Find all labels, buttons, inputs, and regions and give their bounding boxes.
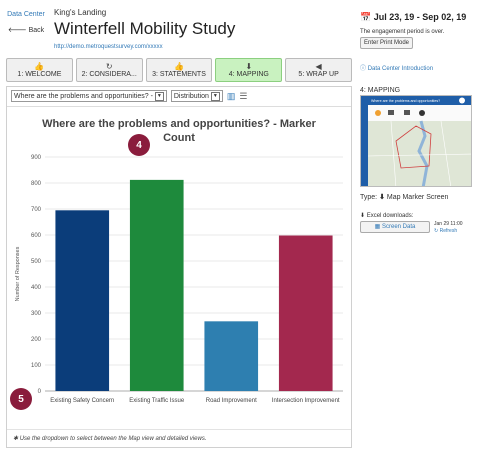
- date-range-text: Jul 23, 19 - Sep 02, 19: [373, 12, 467, 22]
- callout-badge-4: 4: [128, 134, 150, 156]
- bar-intersection-improvement: [278, 235, 333, 391]
- tab-icon: ◀: [315, 62, 322, 71]
- y-tick-label: 700: [31, 207, 42, 213]
- thumb-sidebar: [361, 105, 368, 186]
- info-icon: ✱: [13, 436, 19, 442]
- refresh-stamp: Jan 29 11:00 ↻ Refresh: [434, 221, 463, 235]
- tab-label: 2: CONSIDERA...: [81, 71, 137, 78]
- y-tick-label: 800: [31, 181, 42, 187]
- tab-icon: ⬇: [245, 62, 253, 71]
- date-range: 📅 Jul 23, 19 - Sep 02, 19: [360, 12, 466, 23]
- chevron-down-icon: ▼: [154, 91, 164, 101]
- x-tick-label: Existing Traffic Issue: [129, 398, 185, 404]
- project-header: King's Landing Winterfell Mobility Study…: [54, 8, 344, 50]
- tab-label: 1: WELCOME: [17, 71, 62, 78]
- back-link[interactable]: 🡐 Back: [6, 25, 46, 34]
- bar-existing-traffic-issue: [129, 179, 184, 391]
- screen-data-button[interactable]: ▦ Screen Data: [360, 221, 430, 233]
- view-select-value: Distribution: [173, 92, 209, 100]
- question-select[interactable]: Where are the problems and opportunities…: [11, 90, 167, 102]
- y-tick-label: 900: [31, 155, 42, 161]
- tab-label: 3: STATEMENTS: [152, 71, 206, 78]
- callout-badge-5: 5: [10, 388, 32, 410]
- chart-title: Where are the problems and opportunities…: [42, 118, 317, 144]
- bar-chart-icon[interactable]: ▥: [226, 90, 236, 101]
- excel-label-text: Excel downloads:: [366, 213, 414, 219]
- intro-link-text: Data Center Introduction: [367, 66, 434, 72]
- bar-road-improvement: [204, 321, 259, 391]
- chart-controls: Where are the problems and opportunities…: [11, 90, 247, 102]
- info-circle-icon: ⓘ: [360, 66, 367, 72]
- arrow-left-icon: 🡐: [7, 27, 27, 34]
- y-tick-label: 500: [31, 259, 42, 265]
- chart-panel: Where are the problems and opportunities…: [6, 86, 352, 448]
- marker-icon: [375, 110, 381, 116]
- refresh-icon: ↻: [434, 228, 439, 234]
- screen-tabs: 👍 1: WELCOME ↻ 2: CONSIDERA... 👍 3: STATEMENT…: [6, 58, 352, 82]
- footnote-text: Use the dropdown to select between the M…: [19, 436, 207, 442]
- download-icon: ⬇: [360, 213, 366, 219]
- project-url[interactable]: http://demo.metroquestsurvey.com/xxxxx: [54, 44, 163, 50]
- y-tick-label: 400: [31, 285, 42, 291]
- back-label: Back: [28, 27, 45, 34]
- x-tick-label: Existing Safety Concern: [50, 398, 114, 404]
- y-tick-label: 100: [31, 363, 42, 369]
- screen-type: Type: ⬇ Map Marker Screen: [360, 193, 448, 201]
- road-lines: [367, 120, 471, 186]
- y-tick-label: 300: [31, 311, 42, 317]
- marker-icon: [404, 110, 410, 115]
- thumb-header: [361, 96, 471, 105]
- intro-link[interactable]: ⓘ Data Center Introduction: [360, 63, 433, 72]
- print-mode-button[interactable]: Enter Print Mode: [360, 37, 414, 49]
- screen-label: 4: MAPPING: [360, 87, 401, 94]
- study-area-outline: [395, 125, 432, 169]
- y-axis-label: Number of Responses: [15, 246, 21, 301]
- refresh-label: Refresh: [439, 228, 458, 234]
- tab-icon: 👍: [34, 62, 45, 71]
- refresh-link[interactable]: ↻ Refresh: [434, 228, 463, 235]
- screen-data-label: Screen Data: [381, 224, 416, 230]
- map-screen-thumbnail[interactable]: Where are the problems and opportunities…: [360, 95, 472, 187]
- left-nav: Data Center 🡐 Back: [6, 10, 46, 34]
- marker-icon: [388, 110, 394, 115]
- y-tick-label: 200: [31, 337, 42, 343]
- tab-label: 4: MAPPING: [228, 71, 269, 78]
- footnote: ✱ Use the dropdown to select between the…: [13, 435, 206, 442]
- tab-icon: ↻: [105, 62, 113, 71]
- type-value: Map Marker Screen: [386, 194, 449, 201]
- map-marker-icon: ⬇: [379, 194, 385, 201]
- x-tick-label: Road Improvement: [206, 398, 257, 404]
- tab-icon: 👍: [174, 62, 184, 71]
- tab-2[interactable]: ↻ 2: CONSIDERA...: [75, 58, 143, 82]
- table-icon: ▦: [374, 224, 381, 230]
- excel-downloads-label: ⬇ Excel downloads:: [360, 212, 413, 219]
- bar-existing-safety-concern: [55, 210, 110, 391]
- tab-5[interactable]: ◀ 5: WRAP UP: [285, 58, 352, 82]
- river-shape: [417, 120, 429, 186]
- tab-4[interactable]: ⬇ 4: MAPPING: [215, 58, 283, 82]
- tab-label: 5: WRAP UP: [298, 71, 339, 78]
- timestamp: Jan 29 11:00: [434, 221, 463, 227]
- eye-icon: [459, 97, 465, 104]
- type-label: Type:: [360, 194, 378, 201]
- x-tick-label: Intersection Improvement: [272, 398, 340, 404]
- period-status: The engagement period is over.: [360, 29, 445, 35]
- thumb-title: Where are the problems and opportunities…: [371, 99, 440, 103]
- y-tick-label: 0: [38, 389, 42, 395]
- divider: [7, 106, 351, 107]
- tab-3[interactable]: 👍 3: STATEMENTS: [145, 58, 213, 82]
- calendar-icon: 📅: [360, 12, 372, 22]
- project-title: Winterfell Mobility Study: [54, 19, 236, 38]
- marker-icon: [419, 110, 425, 116]
- bar-chart: Where are the problems and opportunities…: [15, 118, 343, 404]
- divider: [7, 429, 351, 430]
- table-icon[interactable]: ☰: [239, 90, 248, 101]
- chevron-down-icon: ▼: [210, 91, 220, 101]
- tab-1[interactable]: 👍 1: WELCOME: [6, 58, 73, 82]
- y-tick-label: 600: [31, 233, 42, 239]
- project-subtitle: King's Landing: [54, 8, 107, 17]
- question-select-value: Where are the problems and opportunities…: [14, 92, 153, 100]
- view-select[interactable]: Distribution ▼: [170, 90, 223, 102]
- data-center-link[interactable]: Data Center: [7, 11, 45, 18]
